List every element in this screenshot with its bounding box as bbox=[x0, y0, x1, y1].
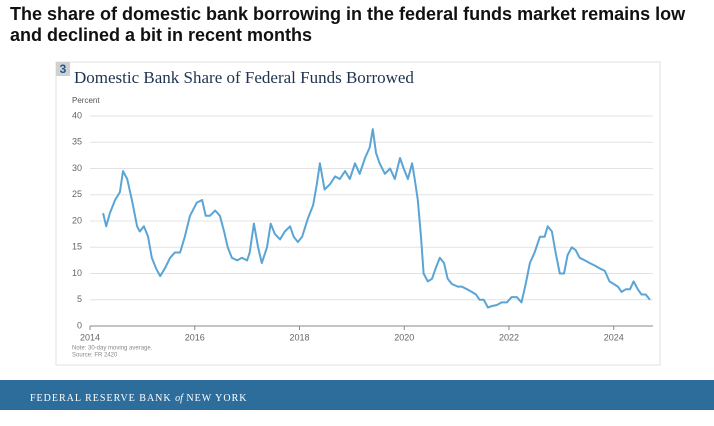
x-tick-label: 2022 bbox=[499, 332, 519, 342]
data-line bbox=[102, 128, 651, 309]
note: Note: 30-day moving average. bbox=[72, 346, 153, 352]
chart-frame bbox=[55, 61, 661, 366]
x-tick-label: 2020 bbox=[394, 332, 414, 342]
source: Source: FR 2420 bbox=[72, 353, 118, 359]
x-tick-label: 2024 bbox=[604, 332, 624, 342]
headline: The share of domestic bank borrowing in … bbox=[10, 4, 686, 24]
figure-badge bbox=[56, 62, 70, 76]
figure-number: 3 bbox=[60, 62, 67, 76]
y-tick-label: 5 bbox=[77, 294, 82, 304]
footer-bar bbox=[0, 380, 714, 410]
y-tick-label: 0 bbox=[77, 320, 82, 330]
y-tick-label: 20 bbox=[72, 215, 82, 225]
y-axis-label: Percent bbox=[72, 96, 100, 105]
y-tick-label: 10 bbox=[72, 268, 82, 278]
footer-part: of bbox=[175, 393, 184, 404]
footer-part: FEDERAL RESERVE BANK bbox=[30, 393, 172, 404]
headline: and declined a bit in recent months bbox=[10, 25, 312, 45]
x-tick-label: 2014 bbox=[80, 332, 100, 342]
y-tick-label: 30 bbox=[72, 163, 82, 173]
y-tick-label: 15 bbox=[72, 242, 82, 252]
x-tick-label: 2016 bbox=[185, 332, 205, 342]
footer-part: NEW YORK bbox=[186, 393, 247, 404]
y-tick-label: 35 bbox=[72, 137, 82, 147]
footer-text: FEDERAL RESERVE BANK of NEW YORK bbox=[30, 393, 247, 404]
chart-title: Domestic Bank Share of Federal Funds Bor… bbox=[74, 68, 414, 87]
x-tick-label: 2018 bbox=[289, 332, 309, 342]
y-tick-label: 40 bbox=[72, 110, 82, 120]
y-tick-label: 25 bbox=[72, 189, 82, 199]
